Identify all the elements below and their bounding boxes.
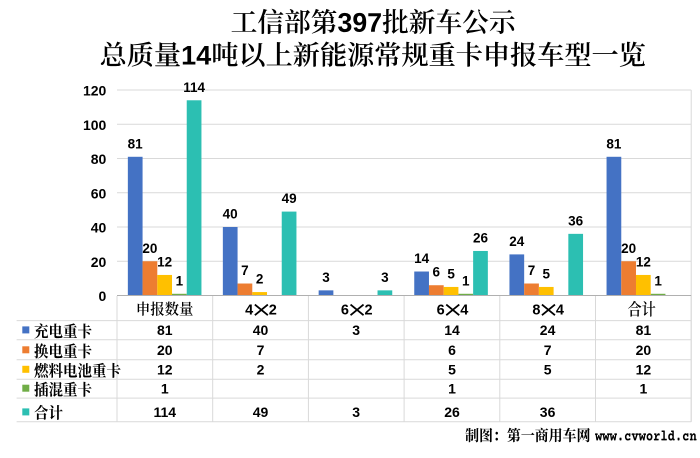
svg-text:5: 5 <box>448 362 456 378</box>
svg-text:4: 4 <box>460 302 468 318</box>
svg-text:40: 40 <box>253 322 269 338</box>
svg-text:3: 3 <box>381 270 389 285</box>
svg-text:81: 81 <box>157 322 173 338</box>
svg-text:81: 81 <box>606 136 622 151</box>
svg-text:6: 6 <box>448 342 456 358</box>
svg-text:100: 100 <box>83 117 107 133</box>
svg-text:0: 0 <box>99 288 107 304</box>
svg-text:8: 8 <box>532 302 540 318</box>
svg-text:36: 36 <box>568 213 584 228</box>
svg-text:1: 1 <box>448 381 456 397</box>
svg-text:80: 80 <box>91 151 107 167</box>
svg-text:7: 7 <box>544 342 552 358</box>
svg-text:3: 3 <box>322 270 330 285</box>
svg-text:40: 40 <box>223 207 238 222</box>
svg-text:24: 24 <box>540 322 556 338</box>
svg-text:4: 4 <box>245 302 253 318</box>
svg-text:12: 12 <box>157 362 173 378</box>
svg-text:81: 81 <box>128 136 144 151</box>
svg-text:20: 20 <box>636 342 652 358</box>
svg-text:7: 7 <box>528 263 536 278</box>
svg-text:1: 1 <box>161 381 169 397</box>
svg-text:7: 7 <box>241 263 249 278</box>
svg-text:1: 1 <box>654 273 662 288</box>
svg-text:120: 120 <box>83 83 107 99</box>
svg-text:12: 12 <box>636 254 651 269</box>
svg-text:3: 3 <box>352 404 360 420</box>
svg-text:2: 2 <box>269 302 277 318</box>
svg-text:49: 49 <box>253 404 269 420</box>
svg-text:60: 60 <box>91 185 107 201</box>
svg-text:1: 1 <box>640 381 648 397</box>
svg-text:81: 81 <box>636 322 652 338</box>
svg-text:6: 6 <box>437 302 445 318</box>
svg-text:4: 4 <box>556 302 564 318</box>
svg-text:12: 12 <box>636 362 652 378</box>
svg-text:2: 2 <box>256 272 264 287</box>
svg-text:1: 1 <box>176 273 184 288</box>
svg-text:20: 20 <box>157 342 173 358</box>
svg-text:40: 40 <box>91 220 107 236</box>
svg-text:14: 14 <box>444 322 460 338</box>
svg-text:12: 12 <box>157 254 172 269</box>
svg-text:20: 20 <box>142 241 157 256</box>
svg-text:49: 49 <box>282 191 297 206</box>
svg-text:24: 24 <box>509 234 525 249</box>
svg-text:26: 26 <box>444 404 460 420</box>
svg-text:20: 20 <box>91 254 107 270</box>
svg-text:1: 1 <box>462 273 470 288</box>
svg-text:6: 6 <box>433 265 441 280</box>
svg-text:3: 3 <box>352 322 360 338</box>
svg-text:5: 5 <box>447 266 455 281</box>
svg-text:14: 14 <box>414 251 430 266</box>
svg-text:6: 6 <box>341 302 349 318</box>
svg-text:5: 5 <box>542 266 550 281</box>
svg-text:26: 26 <box>473 231 489 246</box>
svg-text:5: 5 <box>544 362 552 378</box>
svg-text:36: 36 <box>540 404 556 420</box>
svg-text:2: 2 <box>257 362 265 378</box>
svg-text:114: 114 <box>154 404 177 420</box>
svg-text:2: 2 <box>365 302 373 318</box>
svg-text:20: 20 <box>621 241 636 256</box>
svg-text:114: 114 <box>183 80 205 95</box>
svg-text:7: 7 <box>257 342 265 358</box>
